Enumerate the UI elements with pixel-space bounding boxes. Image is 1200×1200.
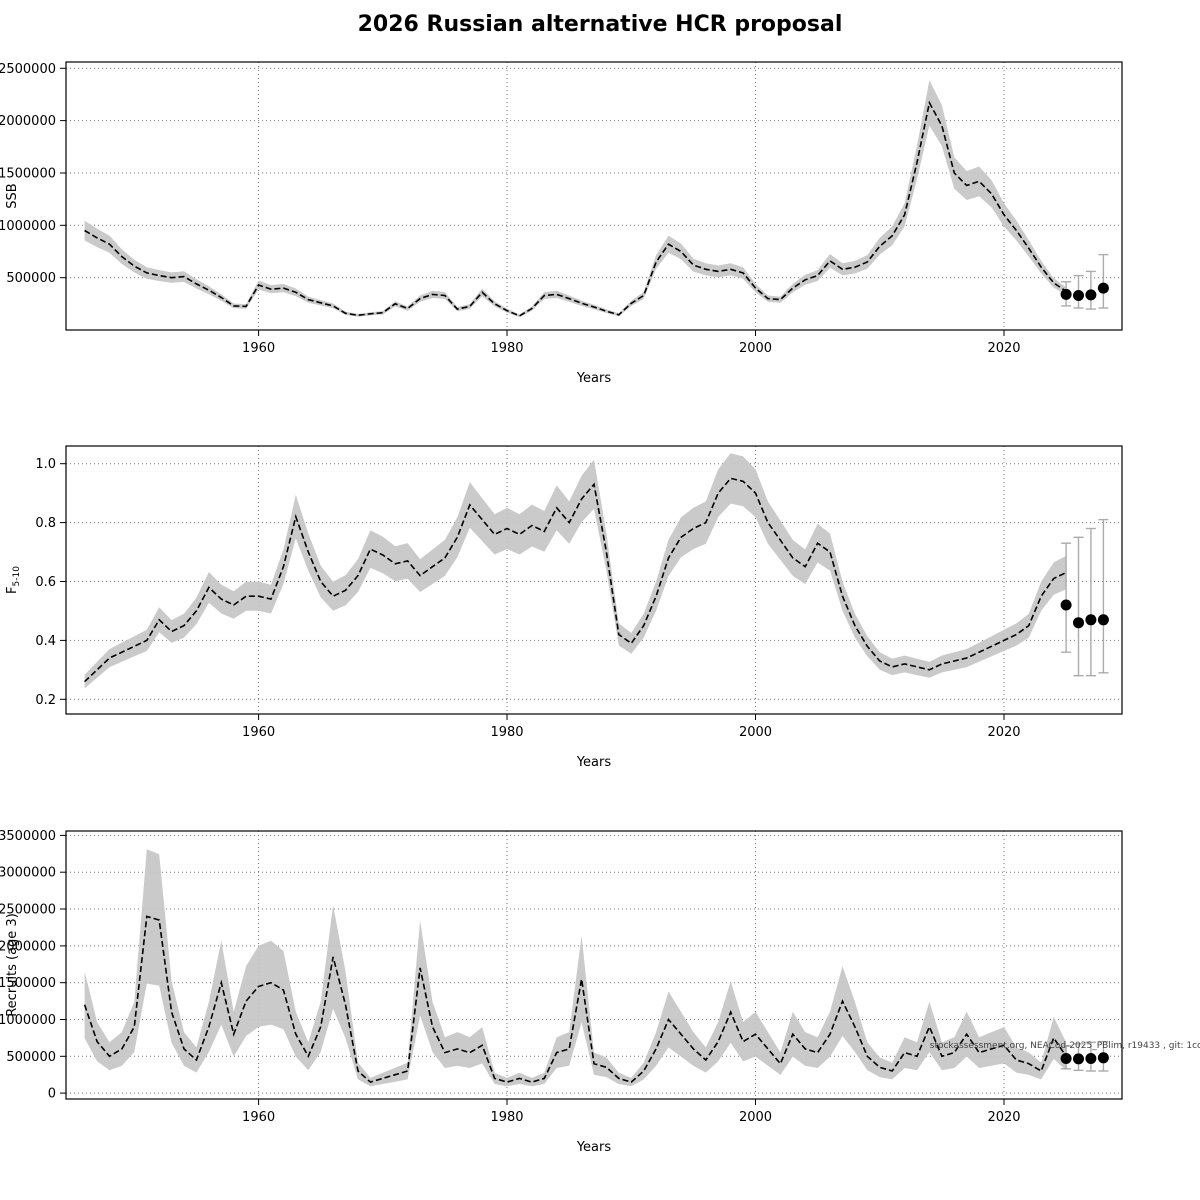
svg-text:Years: Years (576, 1140, 612, 1155)
recruits-chart: 1960 1980 2000 2020 0 500000 1000000 1500000 200… (0, 829, 1123, 1155)
svg-text:1960: 1960 (242, 725, 275, 740)
svg-text:1960: 1960 (242, 341, 275, 356)
svg-text:1000000: 1000000 (0, 1013, 56, 1028)
svg-text:1980: 1980 (490, 341, 523, 356)
svg-text:Years: Years (576, 755, 612, 770)
svg-text:2020: 2020 (987, 725, 1020, 740)
svg-text:2000: 2000 (739, 725, 772, 740)
svg-text:Recruits (age 3): Recruits (age 3) (5, 913, 20, 1017)
svg-text:0.6: 0.6 (35, 575, 56, 590)
svg-text:2000: 2000 (739, 341, 772, 356)
svg-text:0.8: 0.8 (35, 516, 56, 531)
svg-text:500000: 500000 (6, 1050, 56, 1065)
svg-text:Years: Years (576, 371, 612, 386)
svg-text:0.2: 0.2 (35, 693, 56, 708)
svg-text:2500000: 2500000 (0, 903, 56, 918)
svg-text:0: 0 (48, 1087, 56, 1102)
ssb-chart: 1960 1980 2000 2020 500000 1000000 1500000 2000… (0, 61, 1123, 386)
svg-text:1.0: 1.0 (35, 457, 56, 472)
watermark-text: stockassessment.org, NEACod-2025_PBlim, … (929, 1041, 1200, 1051)
svg-text:1980: 1980 (490, 725, 523, 740)
svg-text:2000000: 2000000 (0, 114, 56, 129)
svg-text:1980: 1980 (490, 1110, 523, 1125)
svg-text:2020: 2020 (987, 341, 1020, 356)
svg-text:SSB: SSB (5, 183, 20, 208)
svg-text:1960: 1960 (242, 1110, 275, 1125)
svg-text:2000: 2000 (739, 1110, 772, 1125)
figure-title: 2026 Russian alternative HCR proposal (357, 12, 843, 37)
svg-text:500000: 500000 (6, 271, 56, 286)
fishing-mortality-chart: 1960 1980 2000 2020 0.2 0.4 0.6 0.8 1.0 Years F5-1… (5, 445, 1123, 770)
svg-text:2020: 2020 (987, 1110, 1020, 1125)
svg-text:1000000: 1000000 (0, 219, 56, 234)
svg-text:0.4: 0.4 (35, 634, 56, 649)
svg-text:1500000: 1500000 (0, 976, 56, 991)
svg-text:3500000: 3500000 (0, 829, 56, 844)
svg-text:2000000: 2000000 (0, 939, 56, 954)
svg-text:1500000: 1500000 (0, 167, 56, 182)
svg-text:2500000: 2500000 (0, 62, 56, 77)
svg-text:F5-10: F5-10 (5, 566, 22, 594)
svg-text:3000000: 3000000 (0, 866, 56, 881)
